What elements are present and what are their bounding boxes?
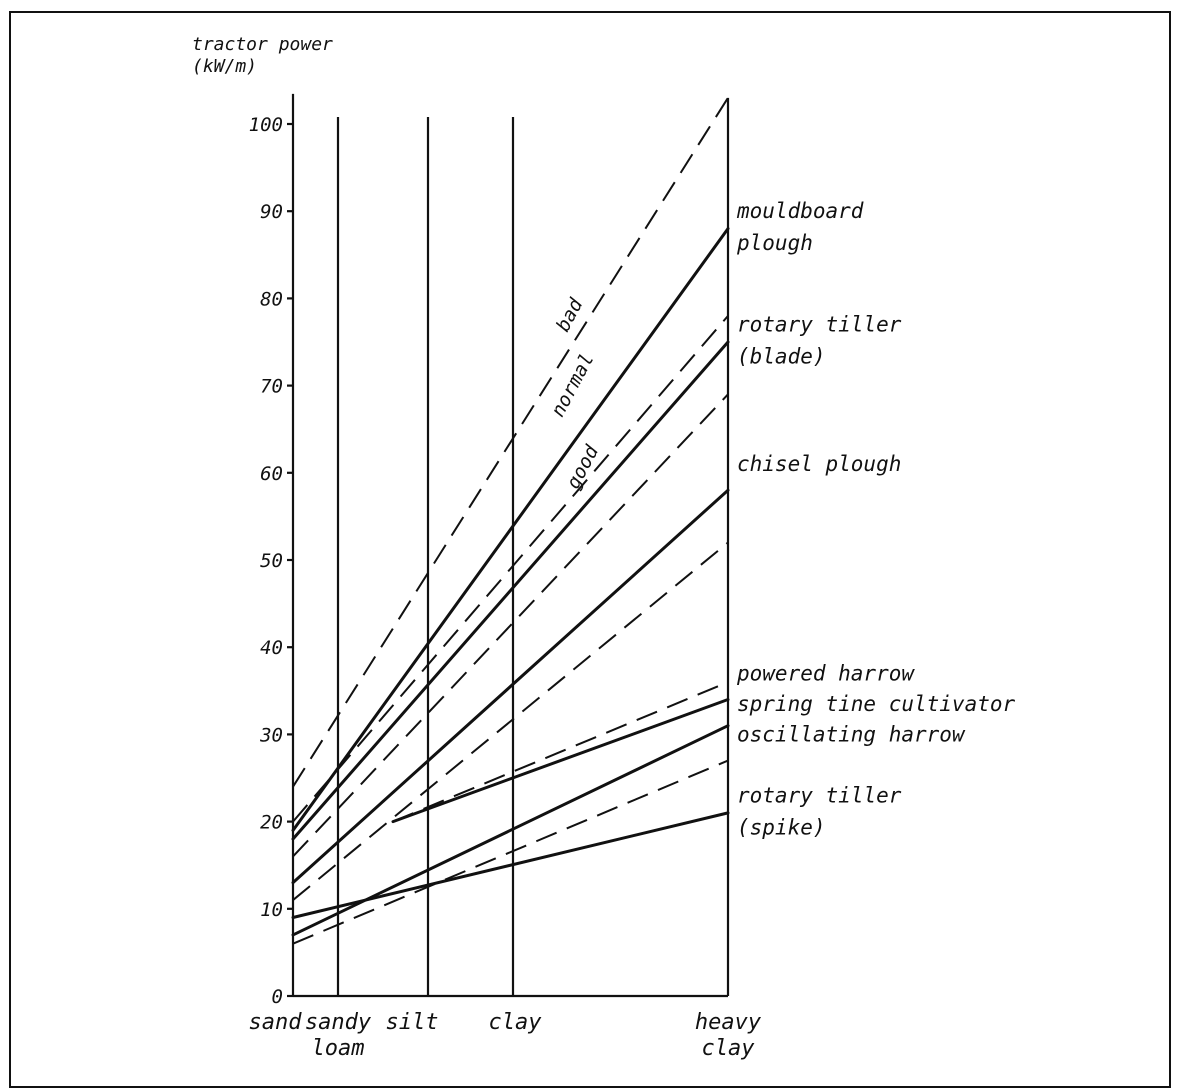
implement-label: oscillating harrow <box>737 722 966 746</box>
soil-label: clay <box>489 1010 543 1035</box>
y-tick-label: 80 <box>260 288 283 310</box>
series-line <box>292 393 729 858</box>
series-line <box>392 681 729 823</box>
series-line <box>291 227 730 832</box>
y-tick-label: 100 <box>249 114 283 136</box>
implement-label: mouldboard <box>736 199 864 223</box>
chart-text: 0 10 20 30 40 50 60 70 80 90 100 tractor power(kW/m… <box>192 34 1016 1061</box>
y-tick-label: 60 <box>260 463 283 485</box>
series-line <box>291 724 730 937</box>
y-tick-label: 70 <box>260 376 283 398</box>
implement-label: (spike) <box>737 815 826 839</box>
implement-label: rotary tiller <box>737 783 902 807</box>
series-lines <box>291 97 730 945</box>
implement-label: spring tine cultivator <box>737 692 1016 716</box>
series-line <box>291 340 730 841</box>
series-line <box>292 97 729 788</box>
soil-label: sand <box>249 1010 303 1035</box>
soil-label: sandy <box>305 1010 372 1035</box>
soil-label: loam <box>312 1036 365 1061</box>
y-tick-label: 40 <box>260 637 283 659</box>
y-axis-label: tractor power <box>192 34 333 55</box>
axes <box>287 93 730 998</box>
y-tick-label: 0 <box>272 986 283 1008</box>
y-tick-label: 20 <box>260 812 283 834</box>
soil-label: clay <box>702 1036 756 1061</box>
y-tick-label: 10 <box>260 899 283 921</box>
soil-label: silt <box>386 1010 439 1035</box>
condition-label: normal <box>547 350 599 421</box>
series-line <box>292 759 729 945</box>
implement-label: powered harrow <box>736 661 915 685</box>
implement-label: rotary tiller <box>737 313 902 337</box>
series-line <box>291 811 730 920</box>
series-line <box>292 541 729 901</box>
implement-label: chisel plough <box>737 452 901 476</box>
frame <box>9 11 1171 1088</box>
series-line <box>291 488 730 885</box>
soil-label: heavy <box>695 1010 762 1035</box>
series-line <box>292 315 729 823</box>
y-tick-label: 50 <box>260 550 283 572</box>
y-tick-label: 90 <box>260 201 283 223</box>
y-tick-label: 30 <box>259 724 283 746</box>
series-line <box>391 698 730 824</box>
y-axis-label: (kW/m) <box>192 56 257 77</box>
implement-label: plough <box>736 231 813 255</box>
implement-label: (blade) <box>737 345 826 369</box>
